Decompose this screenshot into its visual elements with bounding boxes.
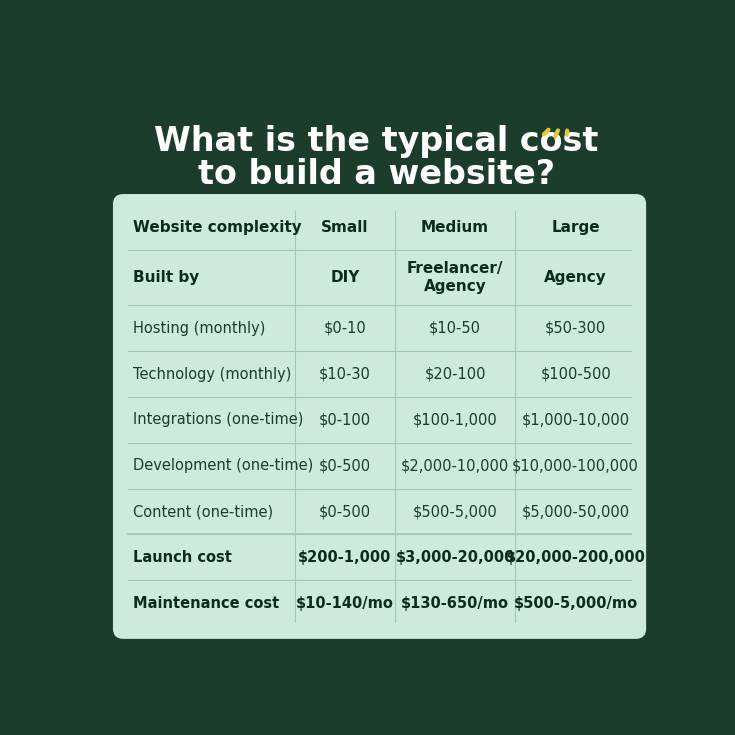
Text: DIY: DIY [330, 270, 359, 285]
Text: $2,000-10,000: $2,000-10,000 [401, 458, 509, 473]
Text: Launch cost: Launch cost [134, 550, 232, 565]
Text: $3,000-20,000: $3,000-20,000 [395, 550, 514, 565]
Text: $500-5,000/mo: $500-5,000/mo [514, 595, 638, 611]
Text: $20-100: $20-100 [424, 367, 486, 381]
Text: $20,000-200,000: $20,000-200,000 [506, 550, 645, 565]
Text: $0-500: $0-500 [319, 504, 371, 519]
Text: $200-1,000: $200-1,000 [298, 550, 392, 565]
Text: $1,000-10,000: $1,000-10,000 [522, 412, 630, 427]
Text: Maintenance cost: Maintenance cost [134, 595, 280, 611]
Text: Content (one-time): Content (one-time) [134, 504, 273, 519]
Text: Medium: Medium [421, 220, 490, 234]
Text: $50-300: $50-300 [545, 320, 606, 336]
Text: $10-140/mo: $10-140/mo [296, 595, 394, 611]
Text: Freelancer/
Agency: Freelancer/ Agency [407, 262, 503, 294]
Text: $0-500: $0-500 [319, 458, 371, 473]
Text: to build a website?: to build a website? [198, 158, 555, 190]
Text: Technology (monthly): Technology (monthly) [134, 367, 292, 381]
Text: Agency: Agency [544, 270, 607, 285]
Text: $0-10: $0-10 [323, 320, 366, 336]
Text: $100-1,000: $100-1,000 [413, 412, 498, 427]
Text: Development (one-time): Development (one-time) [134, 458, 314, 473]
Text: Hosting (monthly): Hosting (monthly) [134, 320, 266, 336]
Text: $5,000-50,000: $5,000-50,000 [522, 504, 630, 519]
Text: $10-30: $10-30 [319, 367, 371, 381]
Text: Website complexity: Website complexity [134, 220, 302, 234]
Text: $130-650/mo: $130-650/mo [401, 595, 509, 611]
Text: Built by: Built by [134, 270, 200, 285]
Text: Integrations (one-time): Integrations (one-time) [134, 412, 304, 427]
Text: What is the typical cost: What is the typical cost [154, 126, 599, 159]
FancyBboxPatch shape [113, 194, 646, 639]
Text: Large: Large [551, 220, 600, 234]
Text: $0-100: $0-100 [319, 412, 371, 427]
Text: $10-50: $10-50 [429, 320, 481, 336]
Text: $10,000-100,000: $10,000-100,000 [512, 458, 639, 473]
Text: $500-5,000: $500-5,000 [413, 504, 498, 519]
Text: Small: Small [321, 220, 369, 234]
Text: $100-500: $100-500 [540, 367, 611, 381]
